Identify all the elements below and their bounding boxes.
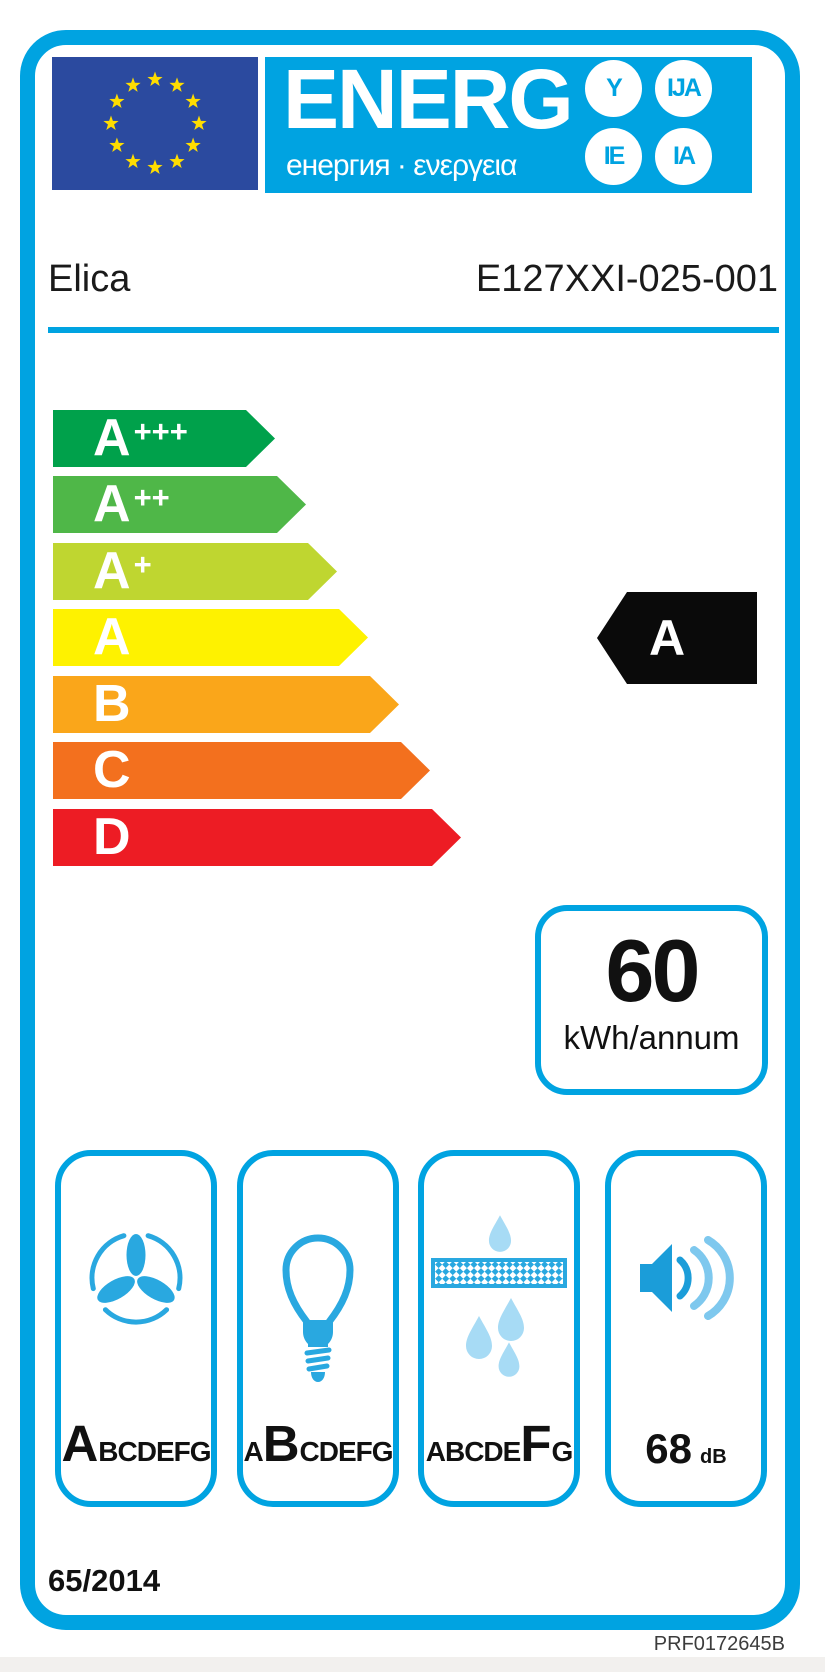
arrow-letter: A — [93, 608, 131, 666]
brand-name: Elica — [48, 258, 131, 300]
regulation-number: 65/2014 — [48, 1563, 161, 1598]
metric-box-noise: 68 dB — [605, 1150, 767, 1507]
scale-arrow-a-plus2: A ++ — [53, 476, 306, 533]
arrow-letter: D — [93, 808, 131, 866]
grade-letter: F — [520, 1415, 552, 1472]
arrow-letter: A — [93, 409, 131, 467]
energ-suffix-y: Y — [585, 60, 642, 117]
scale-arrow-c: C — [53, 742, 430, 799]
eu-flag-graphic — [52, 57, 258, 190]
grade-scale-letters: A — [243, 1436, 263, 1467]
divider-line — [48, 327, 779, 333]
energ-suffix-ija: IJA — [655, 60, 712, 117]
noise-value: 68 — [645, 1425, 693, 1472]
noise-grade: 68 dB — [611, 1425, 761, 1473]
energy-consumption-box: 60 kWh/annum — [535, 905, 768, 1095]
arrow-suffix: +++ — [133, 413, 188, 449]
reference-code: PRF0172645B — [653, 1633, 785, 1655]
bottom-edge-strip — [0, 1657, 825, 1672]
arrow-letter: A — [93, 475, 131, 533]
arrow-suffix: + — [133, 546, 152, 582]
model-number: E127XXI-025-001 — [475, 258, 778, 300]
light-bulb-icon — [282, 1234, 354, 1382]
metric-box-grease-filtering: ABCDEFG — [418, 1150, 580, 1507]
fluid-dynamic-grade: ABCDEFG — [61, 1414, 211, 1473]
scale-arrow-a-plus1: A + — [53, 543, 337, 600]
metric-box-lighting-efficiency: ABCDEFG — [237, 1150, 399, 1507]
eu-flag — [52, 57, 258, 190]
metric-box-fluid-dynamic-efficiency: ABCDEFG — [55, 1150, 217, 1507]
grade-letter: B — [262, 1415, 300, 1472]
grade-scale-letters: G — [551, 1436, 573, 1467]
scale-arrow-b: B — [53, 676, 399, 733]
energy-consumption-unit: kWh/annum — [563, 1019, 740, 1056]
scale-arrow-a: A — [53, 609, 368, 666]
scale-arrow-d: D — [53, 809, 461, 866]
energ-word: ENERG — [283, 52, 574, 146]
energ-suffix-ia: IA — [655, 128, 712, 185]
grease-filtering-grade: ABCDEFG — [424, 1414, 574, 1473]
grade-scale-letters: CDEFG — [299, 1436, 394, 1467]
speaker-icon — [640, 1236, 734, 1320]
grade-letter: A — [61, 1415, 99, 1472]
fan-icon — [89, 1233, 183, 1325]
arrow-letter: A — [93, 542, 131, 600]
arrow-letter: C — [93, 741, 131, 799]
scale-arrow-a-plus3: A +++ — [53, 410, 275, 467]
grade-scale-letters: BCDEFG — [98, 1436, 211, 1467]
grease-filter-icon — [431, 1215, 567, 1377]
energ-subtext: енергия · ενεργεια — [286, 149, 517, 182]
noise-unit: dB — [700, 1446, 727, 1468]
energ-banner: ENERG енергия · ενεργεια Y IJA IE IA — [265, 53, 752, 193]
rating-class-letter: A — [649, 610, 686, 666]
arrow-letter: B — [93, 675, 131, 733]
lighting-grade: ABCDEFG — [243, 1414, 393, 1473]
arrow-suffix: ++ — [133, 479, 170, 515]
energy-consumption-value: 60 — [605, 921, 701, 1020]
grade-scale-letters: ABCDE — [425, 1436, 522, 1467]
energ-suffix-ie: IE — [585, 128, 642, 185]
rating-class-arrow: A — [597, 592, 757, 684]
